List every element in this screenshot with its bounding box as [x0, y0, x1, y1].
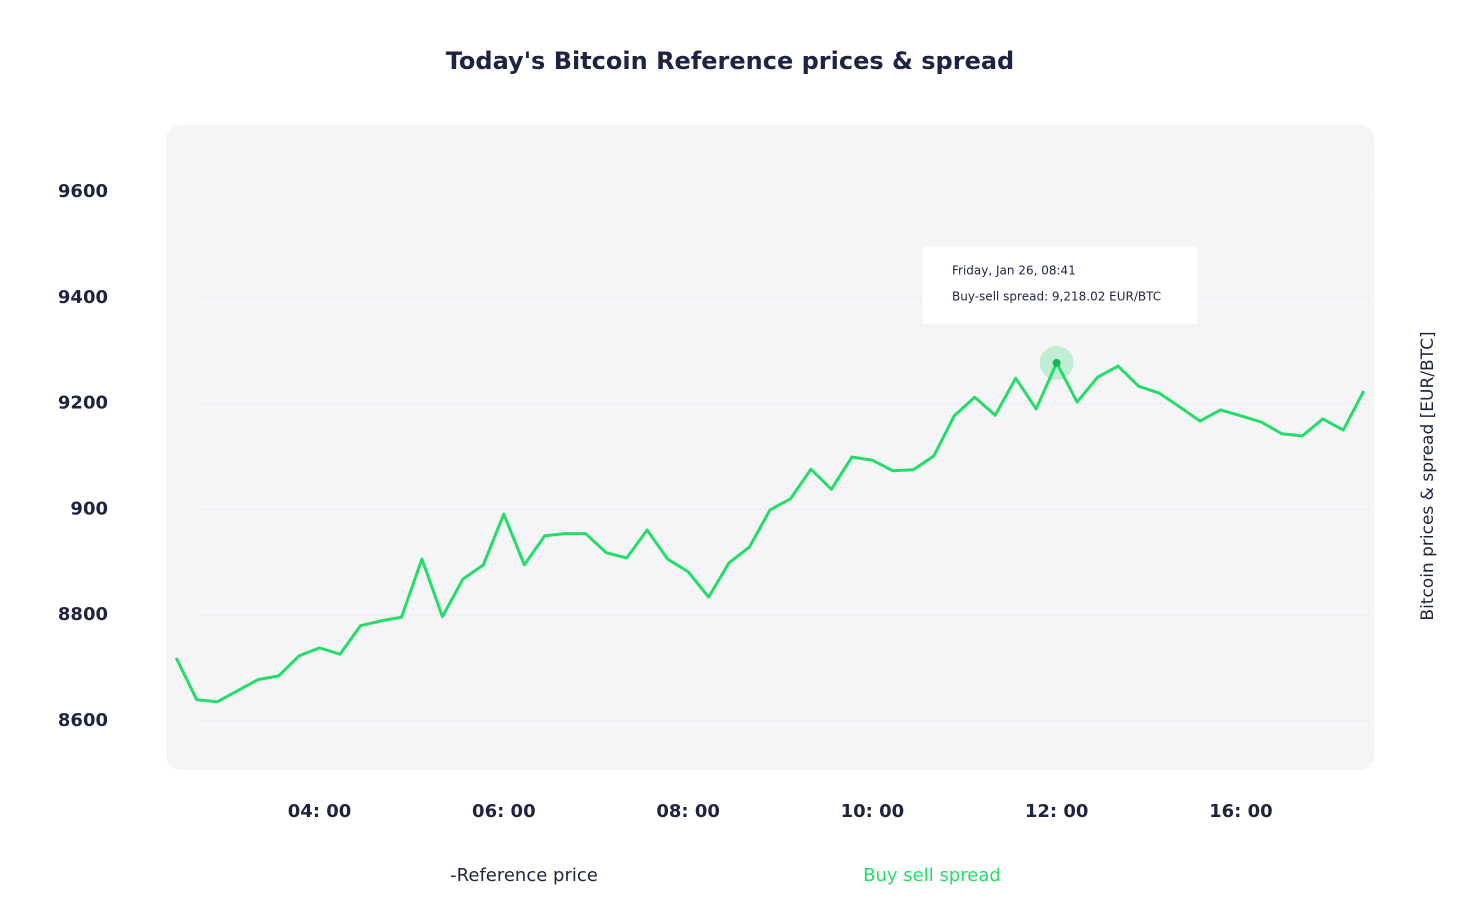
chart-title: Today's Bitcoin Reference prices & sprea…: [446, 47, 1014, 75]
x-tick-label: 10: 00: [841, 801, 905, 822]
legend-entry: Buy sell spread: [863, 865, 1001, 886]
highlight-point: [1052, 358, 1061, 367]
y-tick-label: 9600: [58, 181, 108, 202]
y-tick-label: 8600: [58, 710, 108, 731]
tooltip-date: Friday, Jan 26, 08:41: [952, 264, 1076, 278]
x-tick-label: 06: 00: [472, 801, 536, 822]
x-tick-label: 08: 00: [656, 801, 720, 822]
y-axis-label: Bitcoin prices & spread [EUR/BTC]: [1418, 331, 1438, 620]
x-tick-label: 16: 00: [1209, 801, 1273, 822]
y-tick-label: 9200: [58, 393, 108, 414]
legend-reference: -Reference price: [450, 865, 598, 886]
x-tick-label: 04: 00: [288, 801, 352, 822]
tooltip-text: Buy-sell spread: 9,218.02 EUR/BTC: [952, 290, 1161, 304]
y-tick-label: 8800: [58, 604, 108, 625]
line: [174, 361, 1366, 704]
plot-area: [166, 125, 1374, 770]
x-tick-label: 12: 00: [1025, 801, 1089, 822]
y-tick-label: 900: [70, 498, 108, 519]
tooltip-box: [923, 246, 1197, 324]
y-tick-label: 9400: [58, 287, 108, 308]
